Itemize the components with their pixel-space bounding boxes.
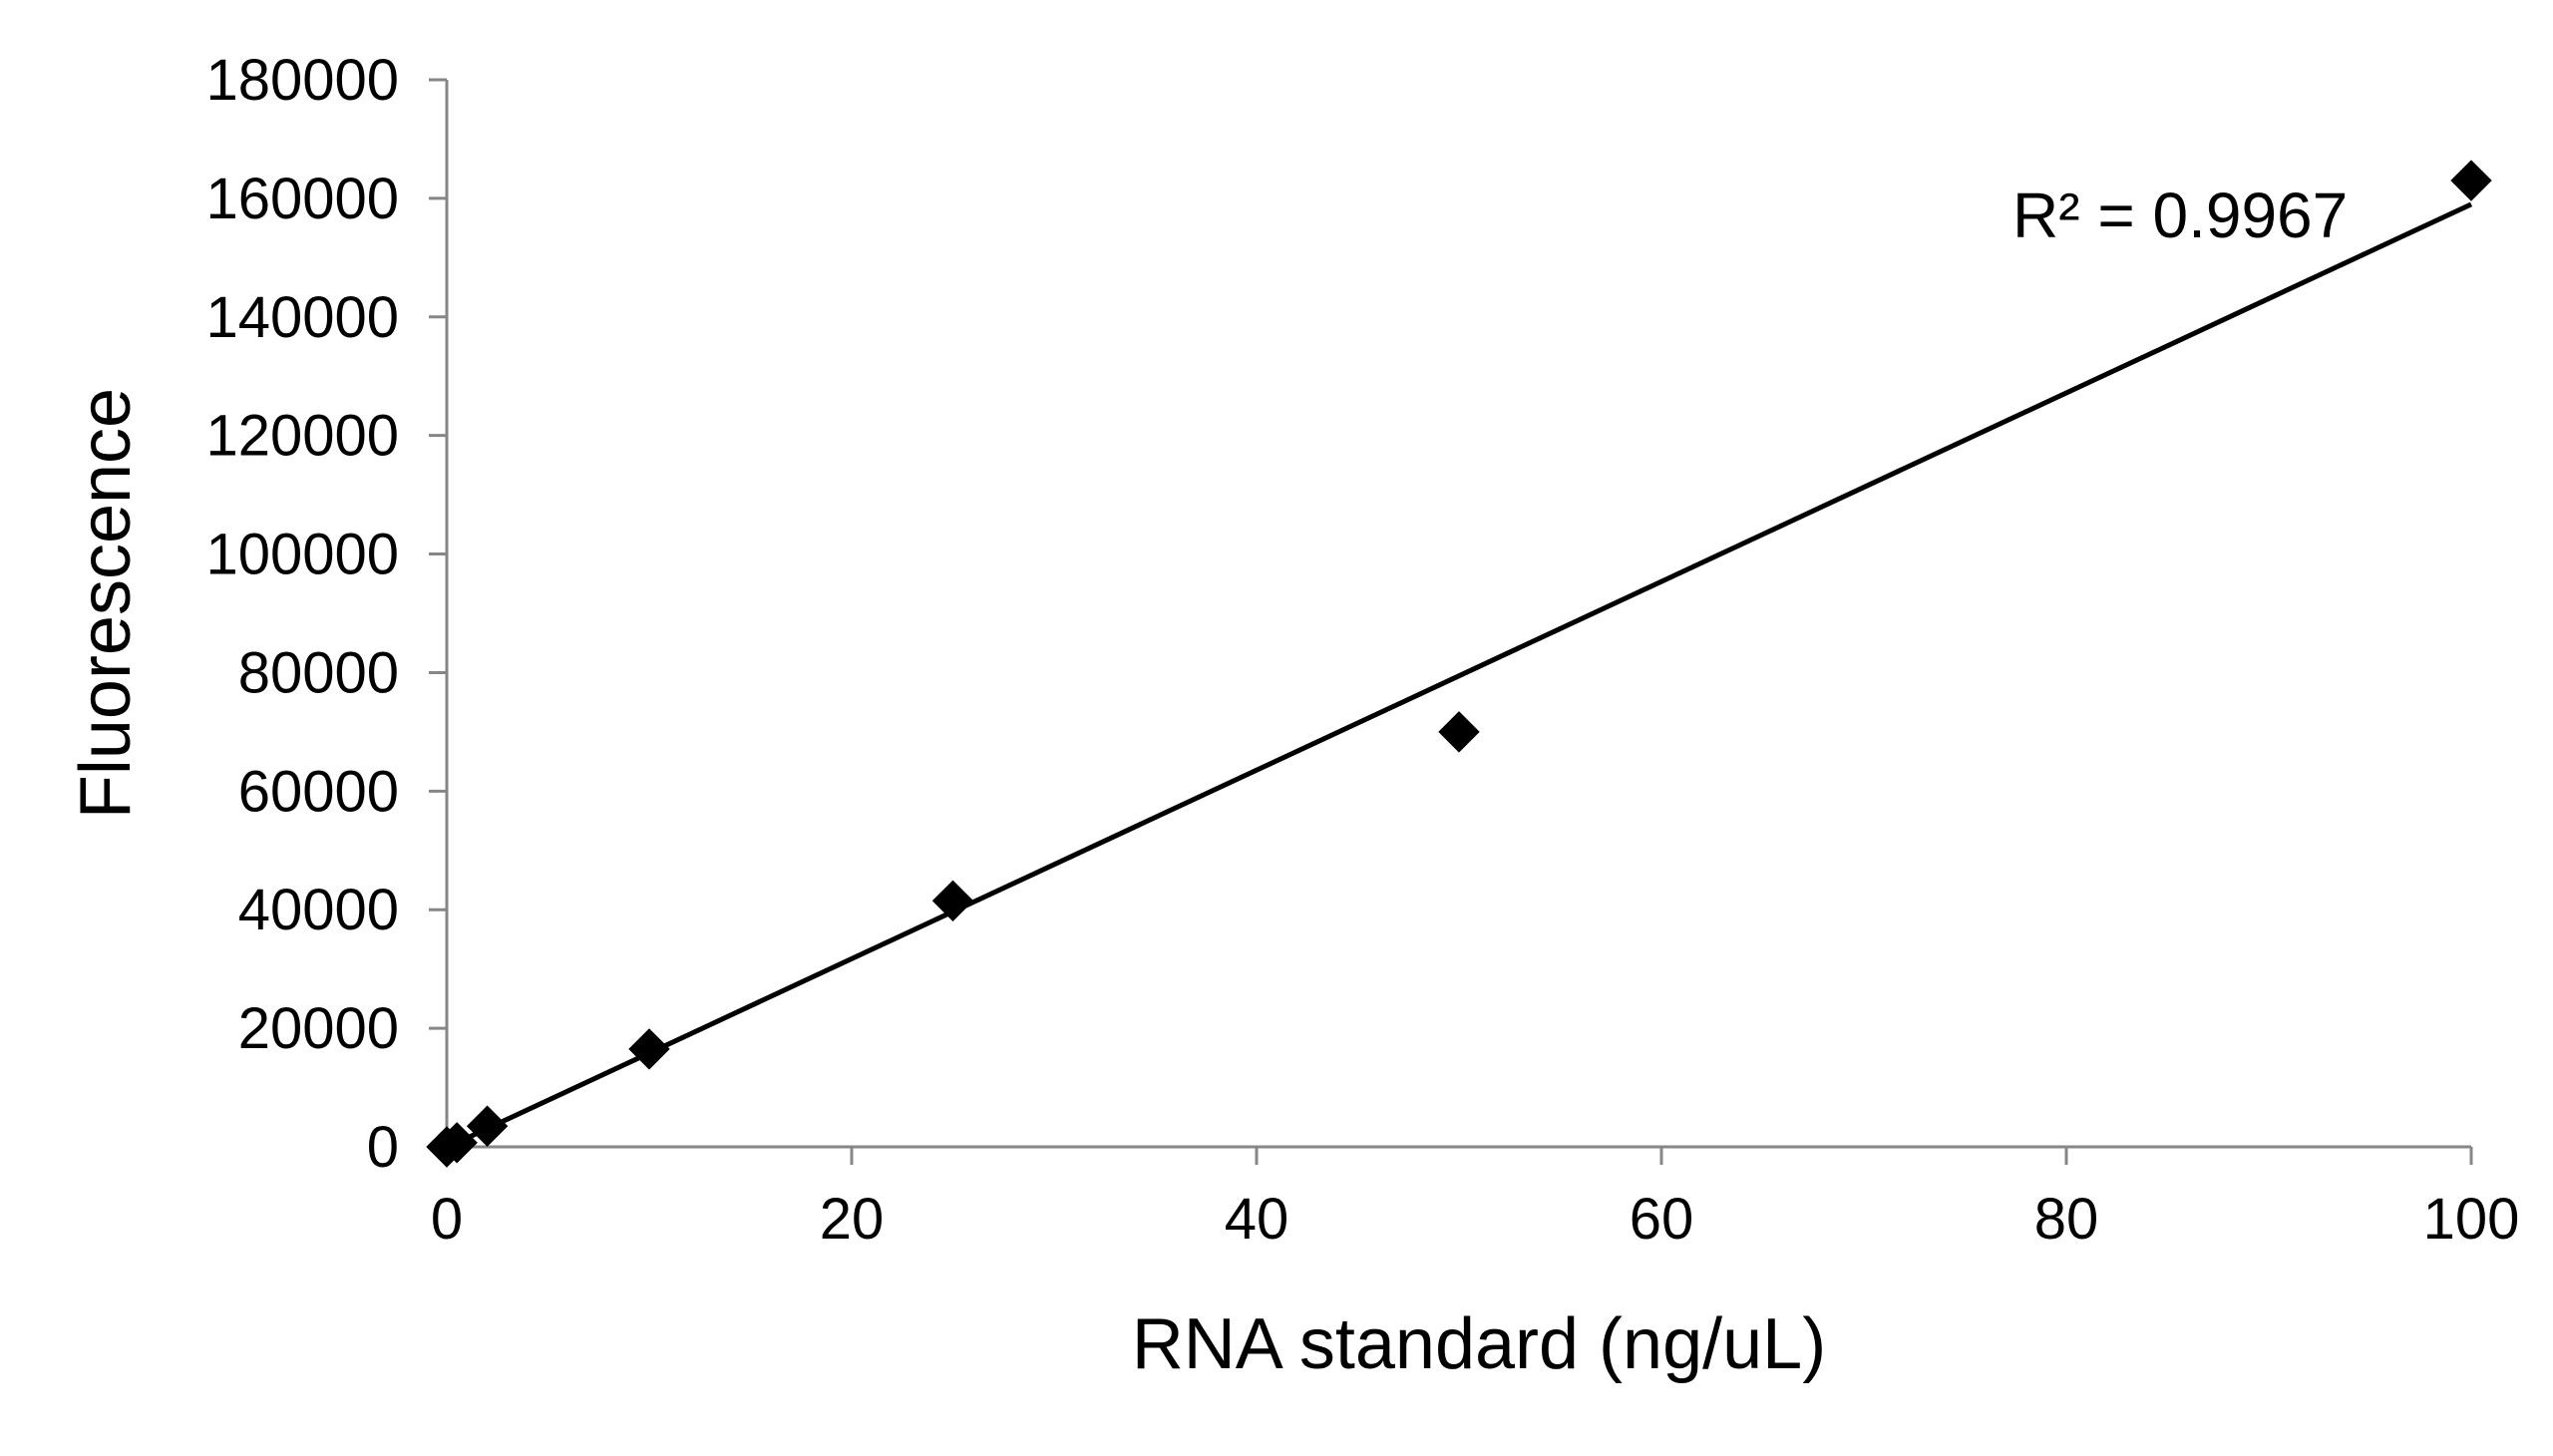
x-tick-label: 60 (1630, 1187, 1694, 1252)
y-tick-label: 60000 (238, 759, 399, 824)
y-tick-label: 0 (367, 1115, 399, 1180)
data-point (931, 880, 974, 922)
r-squared-annotation: R² = 0.9967 (2012, 180, 2348, 251)
y-tick-label: 100000 (205, 523, 399, 587)
data-point (436, 1122, 478, 1164)
y-tick-label: 20000 (238, 996, 399, 1061)
trendline-layer (456, 201, 2473, 1146)
x-tick-label: 80 (2034, 1187, 2099, 1252)
data-point (1438, 711, 1480, 753)
x-tick-label: 100 (2423, 1187, 2520, 1252)
y-tick-label: 80000 (238, 640, 399, 705)
y-tick-label: 160000 (205, 167, 399, 231)
y-axis-title: Fluorescence (66, 388, 146, 819)
x-tick-label: 20 (820, 1187, 885, 1252)
x-tick-label: 40 (1225, 1187, 1289, 1252)
data-points (426, 160, 2492, 1168)
data-point (628, 1028, 670, 1070)
labels: 0 20000 40000 60000 80000 100000 120000 140000 1… (66, 48, 2519, 1384)
y-tick-label: 40000 (238, 878, 399, 942)
y-tick-label: 140000 (205, 285, 399, 350)
y-tick-label: 180000 (205, 48, 399, 113)
data-point (466, 1105, 509, 1147)
x-axis-title: RNA standard (ng/uL) (1132, 1304, 1826, 1384)
data-point (2450, 160, 2492, 201)
x-tick-label: 0 (431, 1187, 463, 1252)
y-tick-label: 120000 (205, 404, 399, 469)
trendline (456, 201, 2473, 1146)
